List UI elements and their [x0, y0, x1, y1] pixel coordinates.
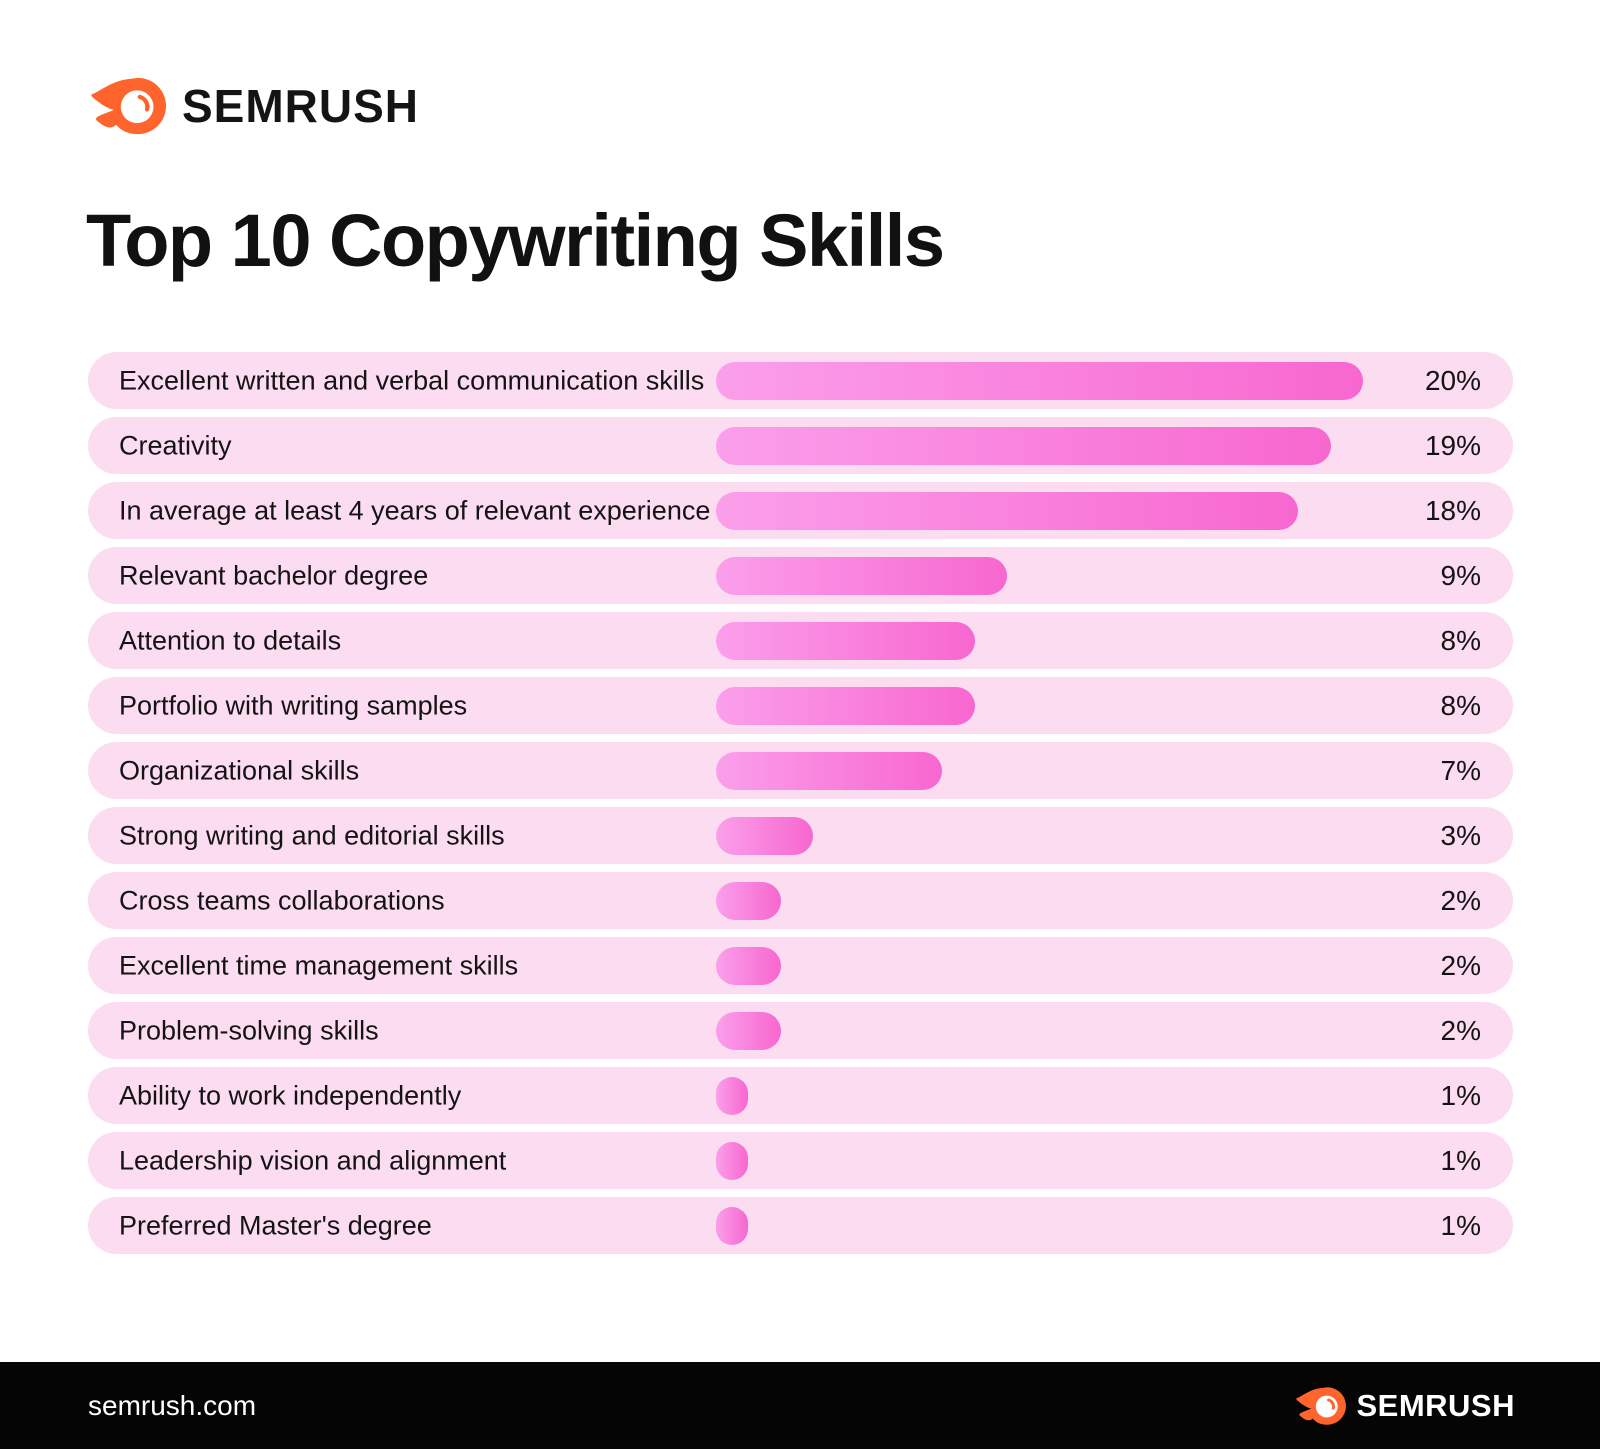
chart-row: Excellent written and verbal communicati…	[88, 352, 1513, 409]
skill-label: Leadership vision and alignment	[119, 1145, 507, 1175]
semrush-logo: SEMRUSH	[88, 76, 419, 136]
chart-row: Portfolio with writing samples 8%	[88, 677, 1513, 734]
page-title: Top 10 Copywriting Skills	[86, 199, 945, 282]
chart-row: Relevant bachelor degree 9%	[88, 547, 1513, 604]
skill-value: 9%	[1440, 559, 1481, 591]
skill-bar	[716, 556, 1007, 595]
skill-label: Relevant bachelor degree	[119, 560, 429, 590]
skill-label: Attention to details	[119, 625, 342, 655]
semrush-flame-icon	[91, 77, 166, 135]
skill-label: Preferred Master's degree	[119, 1210, 432, 1240]
chart-row: Problem-solving skills 2%	[88, 1002, 1513, 1059]
chart-row: Cross teams collaborations 2%	[88, 872, 1513, 929]
skill-bar	[716, 426, 1331, 465]
chart-row: Attention to details 8%	[88, 612, 1513, 669]
skill-value: 7%	[1440, 754, 1481, 786]
skill-value: 8%	[1440, 624, 1481, 656]
skill-label: Cross teams collaborations	[119, 885, 445, 915]
skill-bar	[716, 491, 1298, 530]
skill-bar	[716, 686, 975, 725]
chart-row: Ability to work independently 1%	[88, 1067, 1513, 1124]
skill-value: 2%	[1440, 884, 1481, 916]
skill-value: 2%	[1440, 949, 1481, 981]
skill-label: Organizational skills	[119, 755, 360, 785]
chart-row: Strong writing and editorial skills 3%	[88, 807, 1513, 864]
skill-label: Problem-solving skills	[119, 1015, 379, 1045]
footer-semrush-logo-text: SEMRUSH	[1356, 1387, 1515, 1423]
skill-bar	[716, 1206, 748, 1245]
skill-bar	[716, 816, 813, 855]
skill-bar	[716, 751, 942, 790]
footer-semrush-logo: SEMRUSH	[1294, 1386, 1515, 1426]
chart-row: Leadership vision and alignment 1%	[88, 1132, 1513, 1189]
skill-label: Strong writing and editorial skills	[119, 820, 505, 850]
chart-row: In average at least 4 years of relevant …	[88, 482, 1513, 539]
skill-label: Creativity	[119, 430, 232, 460]
chart-row: Preferred Master's degree 1%	[88, 1197, 1513, 1254]
footer-site-link[interactable]: semrush.com	[88, 1389, 257, 1421]
semrush-logo-text: SEMRUSH	[182, 80, 420, 132]
skill-label: Ability to work independently	[119, 1080, 462, 1110]
skill-value: 20%	[1424, 364, 1481, 396]
semrush-flame-icon	[1296, 1386, 1347, 1425]
chart-row: Organizational skills 7%	[88, 742, 1513, 799]
skill-value: 1%	[1440, 1144, 1481, 1176]
chart-row: Creativity 19%	[88, 417, 1513, 474]
skill-bar	[716, 361, 1363, 400]
footer: semrush.com SEMRUSH	[0, 1362, 1600, 1449]
skill-value: 2%	[1440, 1014, 1481, 1046]
skill-label: Portfolio with writing samples	[119, 690, 468, 720]
skill-label: In average at least 4 years of relevant …	[119, 495, 711, 525]
skill-label: Excellent written and verbal communicati…	[119, 365, 705, 395]
skill-value: 8%	[1440, 689, 1481, 721]
skill-bar	[716, 621, 975, 660]
skill-bar	[716, 946, 781, 985]
skill-bar	[716, 1141, 748, 1180]
skill-value: 18%	[1424, 494, 1481, 526]
skill-bar	[716, 1076, 748, 1115]
skill-bar	[716, 1011, 781, 1050]
skill-value: 1%	[1440, 1209, 1481, 1241]
skill-value: 19%	[1424, 429, 1481, 461]
bar-chart: Excellent written and verbal communicati…	[88, 352, 1513, 1262]
skill-value: 3%	[1440, 819, 1481, 851]
skill-label: Excellent time management skills	[119, 950, 519, 980]
chart-row: Excellent time management skills 2%	[88, 937, 1513, 994]
skill-value: 1%	[1440, 1079, 1481, 1111]
skill-bar	[716, 881, 781, 920]
